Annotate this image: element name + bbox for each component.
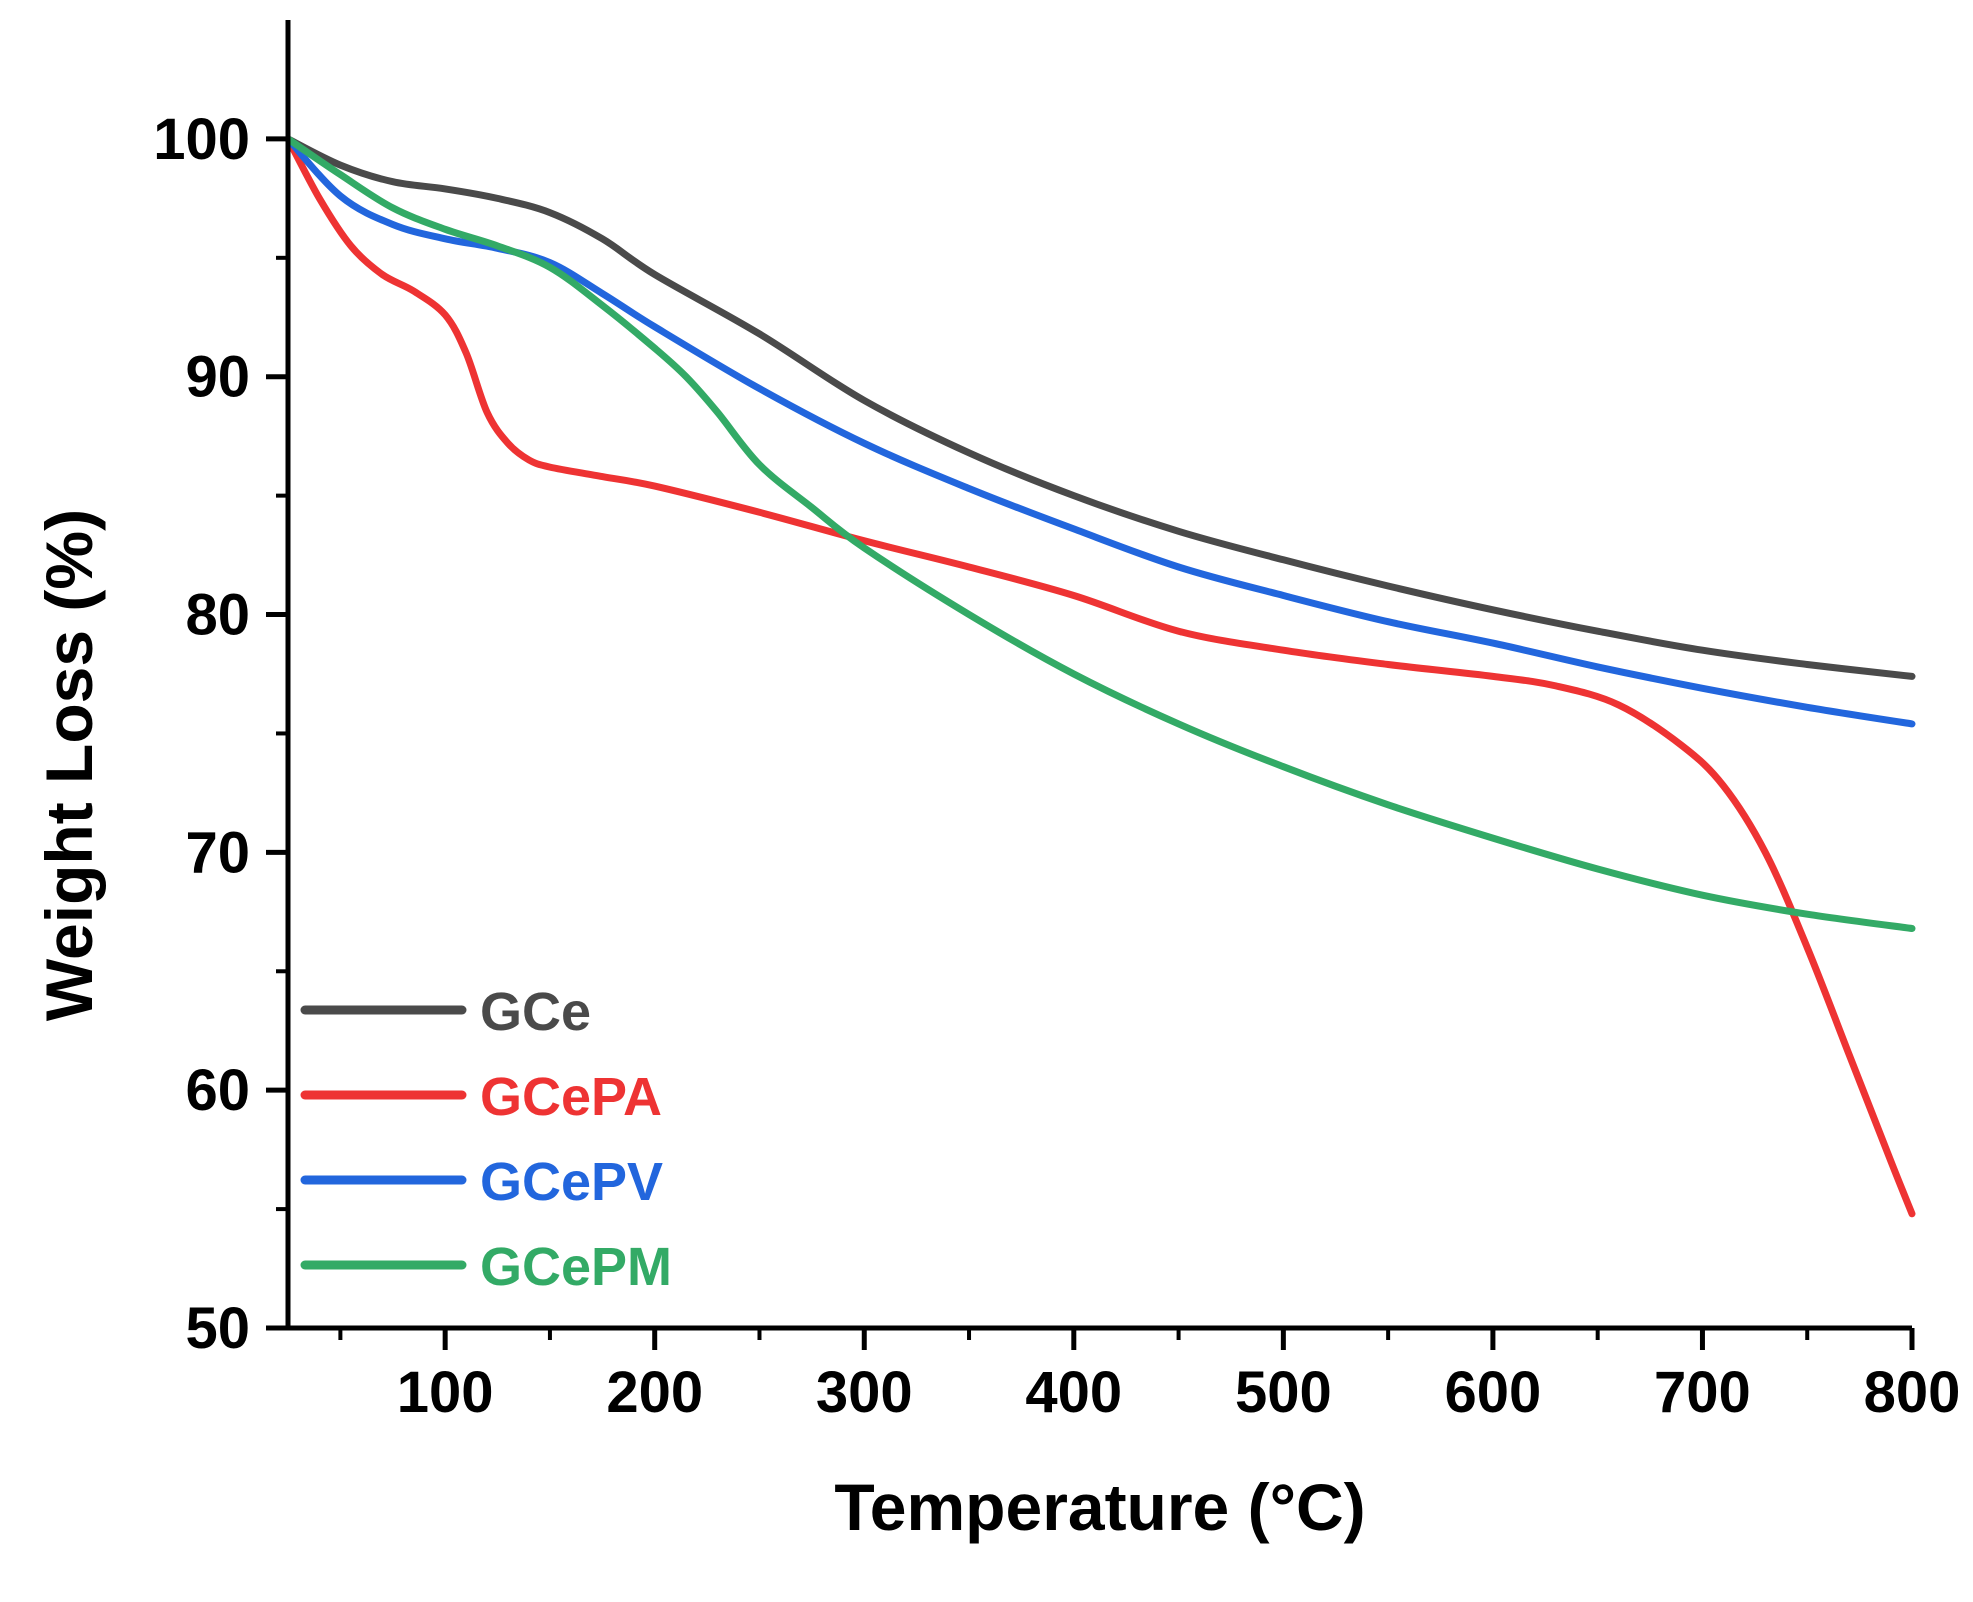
legend-label-gce: GCe	[480, 982, 591, 1042]
x-tick-label: 800	[1864, 1360, 1961, 1425]
axes	[285, 20, 1912, 1331]
legend: GCe GCePA GCePV GCePM	[300, 982, 672, 1297]
plot-area	[284, 135, 1916, 1218]
y-tick-label: 60	[185, 1058, 250, 1123]
y-tick-label: 80	[185, 583, 250, 648]
x-tick-label: 400	[1025, 1360, 1122, 1425]
legend-label-gcepa: GCePA	[480, 1067, 662, 1127]
x-tick-label: 300	[816, 1360, 913, 1425]
series-line-gcepm	[284, 135, 1916, 932]
tick-labels: 100 200 300 400 500 600 700 800 50 60 70 80 90 100	[153, 107, 1960, 1425]
y-tick-label: 70	[185, 820, 250, 885]
x-tick-label: 100	[397, 1360, 494, 1425]
legend-label-gcepm: GCePM	[480, 1237, 672, 1297]
y-tick-label: 100	[153, 107, 250, 172]
series-line-gcepa	[284, 135, 1916, 1218]
legend-label-gcepv: GCePV	[480, 1152, 663, 1212]
x-tick-label: 700	[1654, 1360, 1751, 1425]
y-tick-label: 50	[185, 1296, 250, 1361]
x-tick-label: 600	[1445, 1360, 1542, 1425]
series-line-gce	[284, 135, 1916, 680]
series-line-gcepv	[284, 135, 1916, 728]
x-axis-title: Temperature (°C)	[834, 1470, 1365, 1544]
y-tick-label: 90	[185, 345, 250, 410]
x-tick-label: 500	[1235, 1360, 1332, 1425]
x-tick-label: 200	[606, 1360, 703, 1425]
tick-marks	[266, 136, 1915, 1350]
y-axis-title: Weight Loss (%)	[32, 509, 106, 1021]
